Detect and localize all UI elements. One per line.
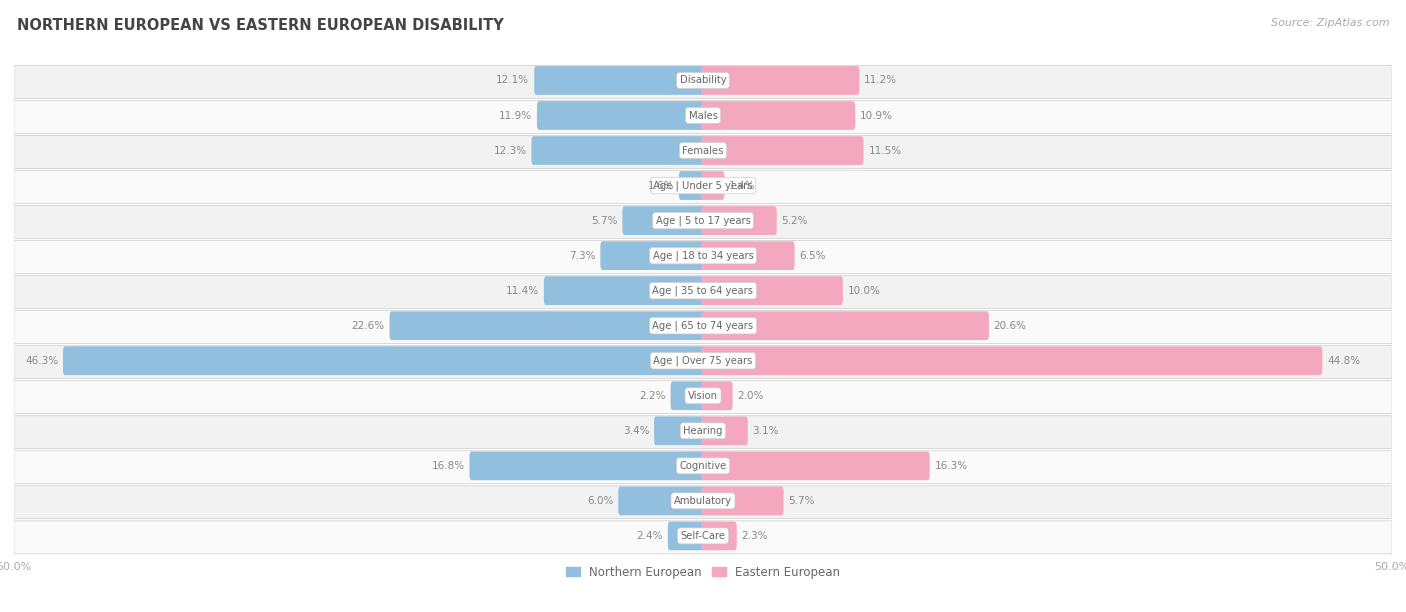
FancyBboxPatch shape: [14, 521, 1392, 554]
Text: Age | 35 to 64 years: Age | 35 to 64 years: [652, 285, 754, 296]
FancyBboxPatch shape: [63, 346, 704, 375]
FancyBboxPatch shape: [14, 416, 1392, 449]
FancyBboxPatch shape: [654, 416, 704, 445]
FancyBboxPatch shape: [623, 206, 704, 235]
Text: Females: Females: [682, 146, 724, 155]
Text: 1.6%: 1.6%: [648, 181, 673, 190]
Text: Hearing: Hearing: [683, 426, 723, 436]
FancyBboxPatch shape: [14, 206, 1392, 239]
Text: Age | 5 to 17 years: Age | 5 to 17 years: [655, 215, 751, 226]
Text: 11.5%: 11.5%: [869, 146, 901, 155]
Text: 11.2%: 11.2%: [865, 75, 897, 86]
Text: 5.7%: 5.7%: [591, 215, 617, 226]
FancyBboxPatch shape: [668, 521, 704, 550]
Text: NORTHERN EUROPEAN VS EASTERN EUROPEAN DISABILITY: NORTHERN EUROPEAN VS EASTERN EUROPEAN DI…: [17, 18, 503, 34]
Text: 20.6%: 20.6%: [994, 321, 1026, 330]
Legend: Northern European, Eastern European: Northern European, Eastern European: [561, 561, 845, 583]
Text: Source: ZipAtlas.com: Source: ZipAtlas.com: [1271, 18, 1389, 28]
Text: Cognitive: Cognitive: [679, 461, 727, 471]
Text: Age | Over 75 years: Age | Over 75 years: [654, 356, 752, 366]
Text: Self-Care: Self-Care: [681, 531, 725, 541]
Text: Males: Males: [689, 111, 717, 121]
FancyBboxPatch shape: [702, 276, 842, 305]
Text: 6.5%: 6.5%: [800, 251, 825, 261]
Text: 5.2%: 5.2%: [782, 215, 808, 226]
Text: 2.0%: 2.0%: [738, 391, 763, 401]
FancyBboxPatch shape: [702, 346, 1323, 375]
FancyBboxPatch shape: [702, 381, 733, 410]
Text: Age | 65 to 74 years: Age | 65 to 74 years: [652, 321, 754, 331]
Text: 22.6%: 22.6%: [352, 321, 385, 330]
Text: 3.4%: 3.4%: [623, 426, 650, 436]
Text: 2.2%: 2.2%: [640, 391, 666, 401]
FancyBboxPatch shape: [14, 381, 1392, 414]
Text: 46.3%: 46.3%: [25, 356, 58, 366]
Text: 6.0%: 6.0%: [588, 496, 613, 506]
FancyBboxPatch shape: [14, 451, 1392, 483]
Text: 1.4%: 1.4%: [730, 181, 755, 190]
FancyBboxPatch shape: [14, 486, 1392, 519]
Text: 12.3%: 12.3%: [494, 146, 527, 155]
Text: 16.8%: 16.8%: [432, 461, 464, 471]
FancyBboxPatch shape: [702, 452, 929, 480]
FancyBboxPatch shape: [600, 241, 704, 270]
Text: Vision: Vision: [688, 391, 718, 401]
FancyBboxPatch shape: [470, 452, 704, 480]
Text: Ambulatory: Ambulatory: [673, 496, 733, 506]
Text: 5.7%: 5.7%: [789, 496, 815, 506]
FancyBboxPatch shape: [389, 312, 704, 340]
FancyBboxPatch shape: [14, 100, 1392, 133]
FancyBboxPatch shape: [14, 311, 1392, 343]
Text: 11.9%: 11.9%: [499, 111, 531, 121]
FancyBboxPatch shape: [702, 171, 724, 200]
FancyBboxPatch shape: [702, 487, 783, 515]
Text: 7.3%: 7.3%: [569, 251, 596, 261]
FancyBboxPatch shape: [702, 521, 737, 550]
Text: 10.0%: 10.0%: [848, 286, 880, 296]
FancyBboxPatch shape: [702, 416, 748, 445]
Text: 2.3%: 2.3%: [741, 531, 768, 541]
Text: 3.1%: 3.1%: [752, 426, 779, 436]
FancyBboxPatch shape: [702, 136, 863, 165]
FancyBboxPatch shape: [14, 65, 1392, 99]
FancyBboxPatch shape: [679, 171, 704, 200]
Text: 16.3%: 16.3%: [935, 461, 967, 471]
FancyBboxPatch shape: [544, 276, 704, 305]
Text: Disability: Disability: [679, 75, 727, 86]
FancyBboxPatch shape: [14, 241, 1392, 274]
FancyBboxPatch shape: [702, 101, 855, 130]
Text: 10.9%: 10.9%: [860, 111, 893, 121]
FancyBboxPatch shape: [14, 275, 1392, 308]
Text: Age | Under 5 years: Age | Under 5 years: [654, 181, 752, 191]
Text: 44.8%: 44.8%: [1327, 356, 1360, 366]
FancyBboxPatch shape: [537, 101, 704, 130]
Text: Age | 18 to 34 years: Age | 18 to 34 years: [652, 250, 754, 261]
FancyBboxPatch shape: [619, 487, 704, 515]
Text: 11.4%: 11.4%: [506, 286, 538, 296]
FancyBboxPatch shape: [702, 312, 988, 340]
FancyBboxPatch shape: [702, 66, 859, 95]
FancyBboxPatch shape: [702, 241, 794, 270]
FancyBboxPatch shape: [534, 66, 704, 95]
Text: 2.4%: 2.4%: [637, 531, 664, 541]
Text: 12.1%: 12.1%: [496, 75, 530, 86]
FancyBboxPatch shape: [14, 135, 1392, 168]
FancyBboxPatch shape: [14, 171, 1392, 203]
FancyBboxPatch shape: [671, 381, 704, 410]
FancyBboxPatch shape: [14, 346, 1392, 379]
FancyBboxPatch shape: [531, 136, 704, 165]
FancyBboxPatch shape: [702, 206, 776, 235]
